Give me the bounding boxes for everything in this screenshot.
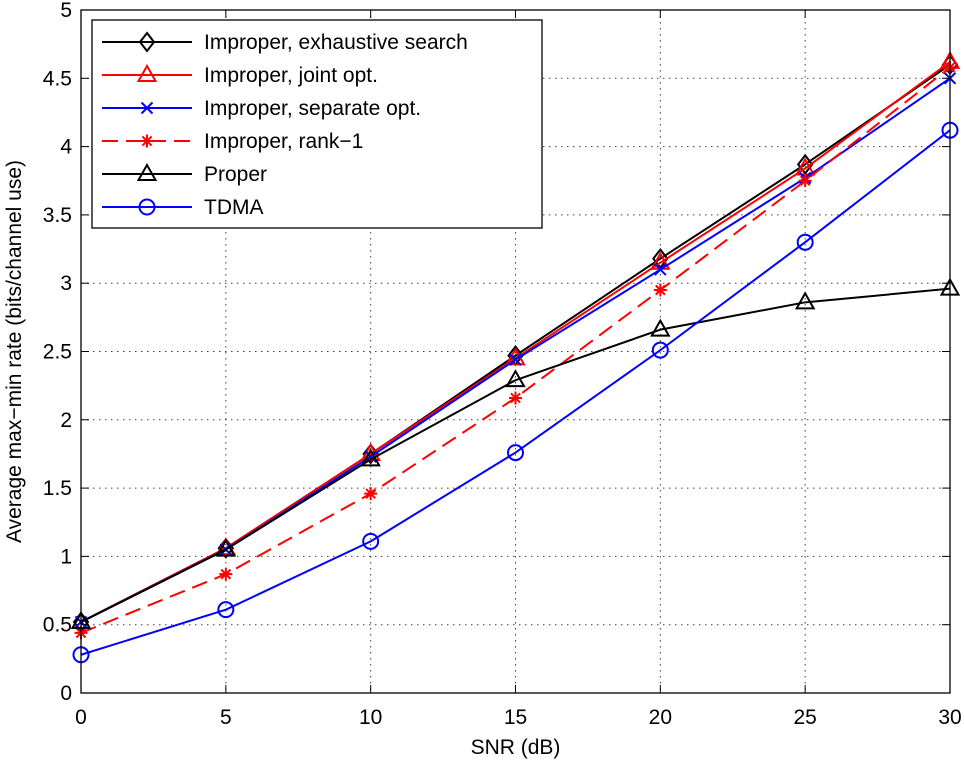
y-tick-label: 2 xyxy=(60,409,72,432)
y-tick-label: 1 xyxy=(60,545,72,568)
x-axis-label: SNR (dB) xyxy=(471,736,561,759)
legend-entry: Improper, separate opt. xyxy=(102,97,421,120)
y-tick-label: 0 xyxy=(60,682,72,705)
legend-label: TDMA xyxy=(204,196,264,219)
y-tick-label: 3.5 xyxy=(43,204,72,227)
asterisk-marker xyxy=(653,283,667,297)
series-line xyxy=(80,129,951,656)
legend-label: Improper, rank−1 xyxy=(204,130,363,153)
x-marker xyxy=(364,450,377,463)
triangle-marker xyxy=(794,291,816,310)
y-tick-label: 5 xyxy=(60,0,72,22)
y-tick-label: 4 xyxy=(60,136,72,159)
circle-marker xyxy=(217,601,235,619)
circle-marker xyxy=(362,532,380,550)
legend-label: Proper xyxy=(204,163,267,186)
series-line xyxy=(80,287,951,623)
asterisk-marker xyxy=(509,391,522,405)
asterisk-marker xyxy=(219,567,233,581)
legend-entry: Improper, rank−1 xyxy=(102,130,363,153)
asterisk-marker xyxy=(798,174,812,188)
x-marker xyxy=(509,353,522,366)
legend: Improper, exhaustive search Improper, joi… xyxy=(91,19,543,229)
triangle-marker xyxy=(505,369,526,388)
diamond-marker xyxy=(138,31,156,53)
legend-label: Improper, joint opt. xyxy=(204,64,378,87)
triangle-marker xyxy=(136,162,158,181)
asterisk-marker xyxy=(364,487,378,501)
y-tick-label: 1.5 xyxy=(43,477,72,500)
diamond-marker xyxy=(652,247,669,270)
triangle-marker xyxy=(360,448,381,467)
series-proper xyxy=(70,277,961,629)
x-tick-label: 20 xyxy=(649,706,672,729)
asterisk-marker xyxy=(140,134,154,148)
triangle-marker xyxy=(136,63,158,82)
circle-marker xyxy=(651,341,669,359)
circle-marker xyxy=(138,198,156,216)
circle-marker xyxy=(796,233,814,251)
legend-box xyxy=(91,19,543,229)
x-tick-label: 25 xyxy=(793,706,816,729)
x-tick-label: 10 xyxy=(359,706,382,729)
y-tick-label: 2.5 xyxy=(43,341,72,364)
y-tick-label: 3 xyxy=(60,272,72,295)
series-layer xyxy=(70,50,961,664)
x-marker xyxy=(140,101,154,115)
y-tick-label: 0.5 xyxy=(43,614,72,637)
x-tick-label: 30 xyxy=(938,706,961,729)
axis-ticks: 0 5 10 15 20 25 30 0 0.5 1 1.5 2 2.5 3 3.5 4 4.5 5 xyxy=(43,0,962,729)
triangle-marker xyxy=(215,538,237,557)
diamond-marker xyxy=(796,153,814,175)
legend-entry: TDMA xyxy=(102,196,264,219)
legend-label: Improper, exhaustive search xyxy=(204,31,468,54)
x-tick-label: 5 xyxy=(220,706,232,729)
y-axis-label: Average max−min rate (bits/channel use) xyxy=(3,160,26,543)
legend-label: Improper, separate opt. xyxy=(204,97,421,120)
x-tick-label: 0 xyxy=(75,706,87,729)
x-marker xyxy=(654,263,667,276)
legend-entry: Improper, exhaustive search xyxy=(102,31,468,54)
triangle-marker xyxy=(650,318,671,337)
x-tick-label: 15 xyxy=(504,706,527,729)
y-tick-label: 4.5 xyxy=(43,67,72,90)
circle-marker xyxy=(507,444,524,462)
legend-entry: Proper xyxy=(102,162,267,186)
legend-entry: Improper, joint opt. xyxy=(102,63,378,87)
